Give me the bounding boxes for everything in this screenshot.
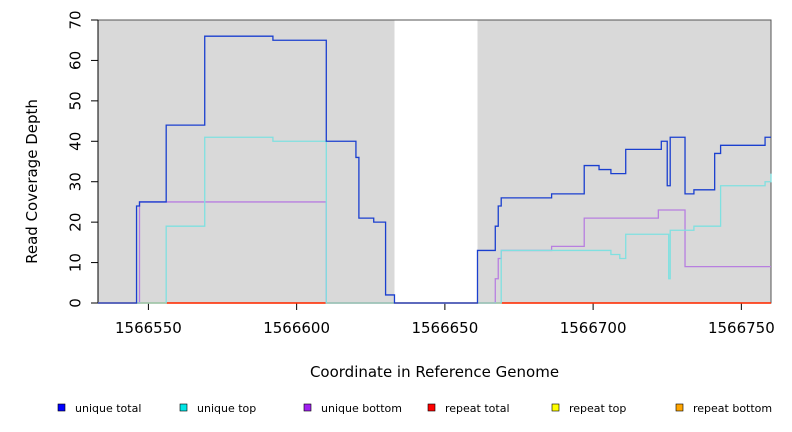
series-line-unique-bottom: [98, 201, 771, 304]
y-tick-label: 0: [67, 298, 85, 308]
x-axis-title: Coordinate in Reference Genome: [310, 363, 559, 381]
x-tick-label: 1566700: [560, 319, 627, 337]
legend-swatch: [57, 403, 66, 412]
legend-swatch: [303, 403, 312, 412]
series-line-unique-top: [98, 136, 772, 304]
legend-label: repeat top: [569, 402, 626, 415]
legend-label: repeat total: [445, 402, 510, 415]
x-tick-label: 1566650: [411, 319, 478, 337]
y-axis-title: Read Coverage Depth: [23, 99, 41, 264]
series-line-unique-total: [98, 35, 771, 304]
y-tick-label: 60: [67, 51, 85, 70]
legend-swatch: [675, 403, 684, 412]
y-tick-label: 40: [67, 132, 85, 151]
y-tick-label: 70: [67, 10, 85, 29]
y-tick-label: 50: [67, 91, 85, 110]
x-tick-label: 1566550: [115, 319, 182, 337]
legend-label: unique top: [197, 402, 256, 415]
legend-swatch: [427, 403, 436, 412]
legend-label: repeat bottom: [693, 402, 772, 415]
x-tick-label: 1566600: [263, 319, 330, 337]
highlight-region: [394, 20, 478, 303]
x-tick-label: 1566750: [708, 319, 775, 337]
legend-swatch: [179, 403, 188, 412]
legend-swatch: [551, 403, 560, 412]
legend-label: unique total: [75, 402, 141, 415]
legend-label: unique bottom: [321, 402, 402, 415]
y-tick-label: 10: [67, 253, 85, 272]
y-tick-label: 20: [67, 213, 85, 232]
y-tick-label: 30: [67, 172, 85, 191]
